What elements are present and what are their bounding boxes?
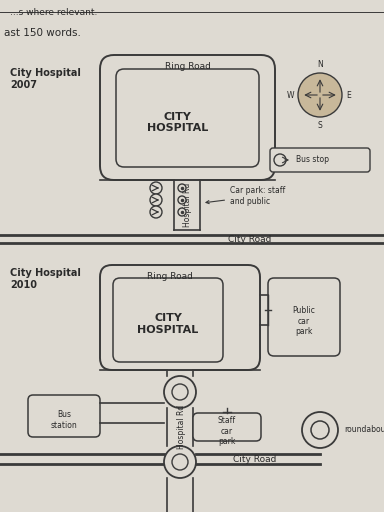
Text: City Hospital
2010: City Hospital 2010 xyxy=(10,268,81,290)
Text: Ring Road: Ring Road xyxy=(147,272,193,281)
Text: Ring Road: Ring Road xyxy=(165,62,210,71)
Circle shape xyxy=(164,446,196,478)
Text: CITY
HOSPITAL: CITY HOSPITAL xyxy=(137,313,199,335)
Text: roundabout: roundabout xyxy=(344,425,384,435)
Circle shape xyxy=(178,196,186,204)
Text: Bus stop: Bus stop xyxy=(296,156,329,164)
Circle shape xyxy=(150,206,162,218)
Text: CITY
HOSPITAL: CITY HOSPITAL xyxy=(147,112,208,133)
Text: Car park: staff
and public: Car park: staff and public xyxy=(206,186,285,206)
Text: ast 150 words.: ast 150 words. xyxy=(4,28,81,38)
FancyBboxPatch shape xyxy=(28,395,100,437)
Circle shape xyxy=(150,182,162,194)
FancyBboxPatch shape xyxy=(270,148,370,172)
Circle shape xyxy=(172,454,188,470)
Circle shape xyxy=(178,208,186,216)
FancyBboxPatch shape xyxy=(100,265,260,370)
FancyBboxPatch shape xyxy=(193,413,261,441)
Text: Hospital Rd: Hospital Rd xyxy=(177,405,187,449)
Circle shape xyxy=(150,194,162,206)
Text: S: S xyxy=(318,121,323,130)
Text: E: E xyxy=(346,91,351,99)
Text: Public
car
park: Public car park xyxy=(293,306,315,336)
Circle shape xyxy=(164,376,196,408)
Circle shape xyxy=(311,421,329,439)
Text: W: W xyxy=(286,91,294,99)
Circle shape xyxy=(274,154,286,166)
FancyBboxPatch shape xyxy=(113,278,223,362)
FancyBboxPatch shape xyxy=(100,55,275,180)
Text: Hospital Rd: Hospital Rd xyxy=(184,183,192,227)
Text: Staff
car
park: Staff car park xyxy=(218,416,236,446)
Circle shape xyxy=(302,412,338,448)
Text: City Road: City Road xyxy=(233,456,277,464)
Text: ...s where relevant.: ...s where relevant. xyxy=(10,8,98,17)
Circle shape xyxy=(178,184,186,192)
Circle shape xyxy=(298,73,342,117)
FancyBboxPatch shape xyxy=(268,278,340,356)
Text: City Hospital
2007: City Hospital 2007 xyxy=(10,68,81,91)
FancyBboxPatch shape xyxy=(116,69,259,167)
Text: Bus
station: Bus station xyxy=(51,410,77,430)
Text: City Road: City Road xyxy=(228,236,272,245)
Circle shape xyxy=(172,384,188,400)
Text: N: N xyxy=(317,60,323,69)
